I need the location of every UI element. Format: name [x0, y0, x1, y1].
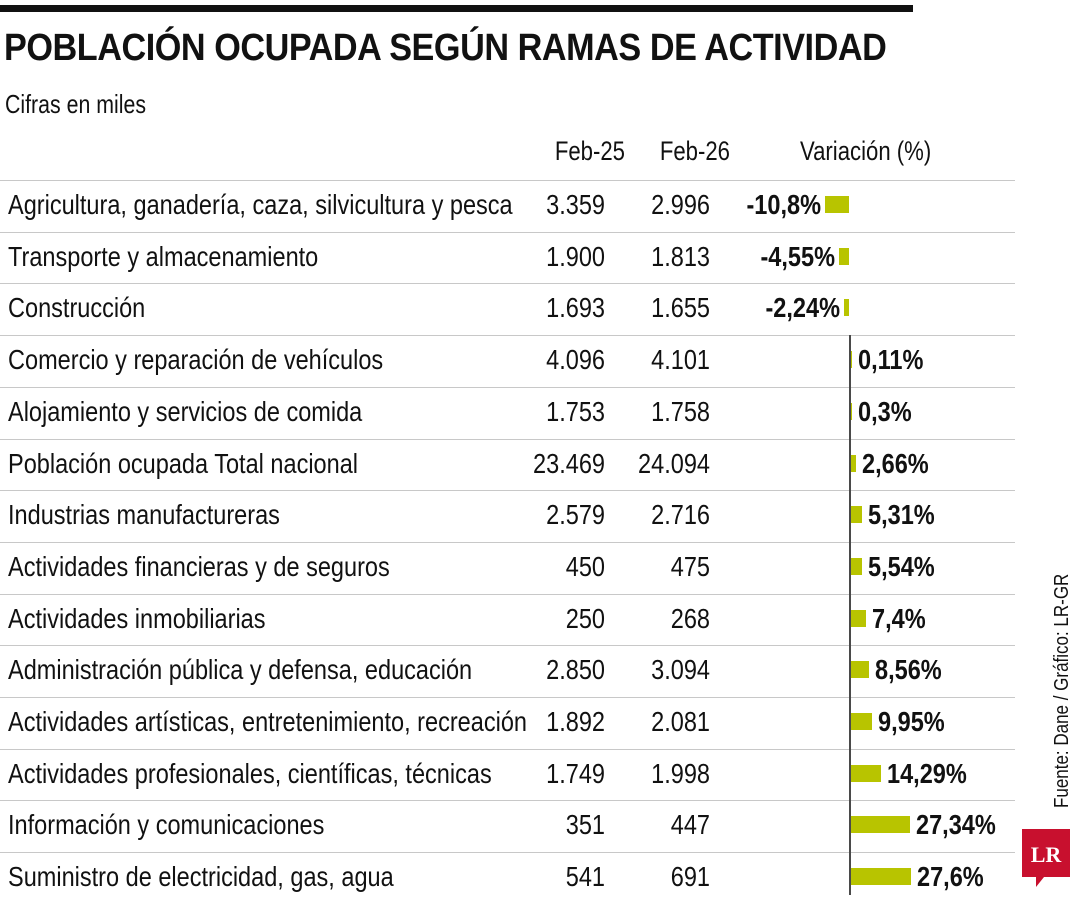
column-header-feb25: Feb-25 — [554, 136, 625, 166]
row-label: Agricultura, ganadería, caza, silvicultu… — [8, 189, 513, 220]
row-label: Administración pública y defensa, educac… — [8, 654, 473, 685]
row-separator — [0, 645, 1015, 646]
row-value-feb25: 450 — [565, 551, 605, 582]
row-value-feb26: 268 — [670, 603, 710, 634]
row-value-feb26: 475 — [670, 551, 710, 582]
row-value-feb25: 250 — [565, 603, 605, 634]
row-label: Población ocupada Total nacional — [8, 448, 359, 479]
row-label: Suministro de electricidad, gas, agua — [8, 861, 394, 892]
row-value-feb26: 691 — [670, 861, 710, 892]
row-separator — [0, 749, 1015, 750]
variation-bar — [825, 196, 849, 213]
variation-label: 5,31% — [867, 499, 935, 530]
row-separator — [0, 594, 1015, 595]
variation-label: 14,29% — [887, 758, 968, 789]
row-value-feb25: 2.579 — [546, 499, 605, 530]
row-label: Industrias manufactureras — [8, 499, 280, 530]
variation-label: 9,95% — [877, 706, 945, 737]
variation-label: 7,4% — [872, 603, 926, 634]
variation-bar — [850, 868, 911, 885]
row-value-feb25: 541 — [565, 861, 605, 892]
row-label: Actividades artísticas, entretenimiento,… — [8, 706, 528, 737]
variation-bar — [839, 248, 849, 265]
variation-label: 27,34% — [916, 809, 996, 840]
source-note: Fuente: Dane / Gráfico: LR-GR — [1051, 573, 1073, 808]
variation-bar — [850, 403, 852, 420]
chart-title: POBLACIÓN OCUPADA SEGÚN RAMAS DE ACTIVID… — [4, 27, 887, 69]
row-separator — [0, 180, 1015, 181]
column-header-variation: Variación (%) — [800, 136, 932, 166]
row-value-feb26: 3.094 — [651, 654, 710, 685]
row-value-feb26: 1.998 — [651, 758, 710, 789]
row-value-feb25: 23.469 — [533, 448, 605, 479]
variation-label: 2,66% — [861, 448, 929, 479]
row-value-feb26: 24.094 — [638, 448, 710, 479]
row-separator — [0, 697, 1015, 698]
variation-bar — [850, 351, 852, 368]
row-value-feb25: 1.900 — [546, 241, 605, 272]
column-header-feb26: Feb-26 — [659, 136, 730, 166]
variation-label: -10,8% — [746, 189, 822, 220]
row-value-feb26: 1.813 — [651, 241, 710, 272]
variation-label: 8,56% — [874, 654, 942, 685]
row-label: Actividades financieras y de seguros — [8, 551, 390, 582]
row-value-feb25: 351 — [565, 809, 605, 840]
row-label: Información y comunicaciones — [8, 809, 325, 840]
row-label: Actividades inmobiliarias — [8, 603, 266, 634]
row-separator — [0, 439, 1015, 440]
row-label: Alojamiento y servicios de comida — [8, 396, 363, 427]
zero-axis-line — [849, 335, 851, 895]
row-value-feb26: 1.655 — [651, 292, 710, 323]
row-value-feb26: 2.996 — [651, 189, 710, 220]
variation-bar — [844, 299, 849, 316]
row-value-feb26: 2.716 — [651, 499, 710, 530]
variation-bar — [850, 455, 856, 472]
row-label: Construcción — [8, 292, 146, 323]
row-label: Comercio y reparación de vehículos — [8, 344, 384, 375]
chart-subtitle: Cifras en miles — [5, 89, 146, 119]
row-separator — [0, 800, 1015, 801]
variation-label: 0,3% — [858, 396, 912, 427]
variation-label: -4,55% — [760, 241, 835, 272]
row-value-feb25: 1.892 — [546, 706, 605, 737]
row-separator — [0, 335, 1015, 336]
row-separator — [0, 852, 1015, 853]
variation-label: 27,6% — [916, 861, 984, 892]
variation-bar — [850, 713, 872, 730]
row-separator — [0, 387, 1015, 388]
variation-label: 5,54% — [868, 551, 935, 582]
row-value-feb25: 1.693 — [546, 292, 605, 323]
row-separator — [0, 490, 1015, 491]
lr-logo: LR — [1022, 829, 1070, 889]
row-value-feb25: 1.749 — [546, 758, 605, 789]
variation-label: -2,24% — [765, 292, 841, 323]
row-label: Transporte y almacenamiento — [8, 241, 319, 272]
variation-bar — [850, 610, 867, 627]
lr-logo-text: LR — [1031, 842, 1063, 867]
row-separator — [0, 283, 1015, 284]
variation-bar — [850, 765, 882, 782]
row-value-feb26: 4.101 — [651, 344, 710, 375]
variation-bar — [850, 661, 869, 678]
row-value-feb26: 447 — [670, 809, 710, 840]
variation-bar — [850, 558, 863, 575]
lr-logo-mark: LR — [1022, 829, 1070, 887]
row-value-feb26: 2.081 — [651, 706, 710, 737]
row-value-feb25: 3.359 — [546, 189, 605, 220]
row-label: Actividades profesionales, científicas, … — [8, 758, 492, 789]
row-separator — [0, 542, 1015, 543]
variation-bar — [850, 506, 862, 523]
row-separator — [0, 232, 1015, 233]
row-value-feb26: 1.758 — [651, 396, 710, 427]
top-rule — [0, 5, 913, 12]
row-value-feb25: 1.753 — [546, 396, 605, 427]
row-value-feb25: 2.850 — [546, 654, 605, 685]
row-value-feb25: 4.096 — [546, 344, 605, 375]
variation-bar — [850, 816, 911, 833]
variation-label: 0,11% — [858, 344, 924, 375]
